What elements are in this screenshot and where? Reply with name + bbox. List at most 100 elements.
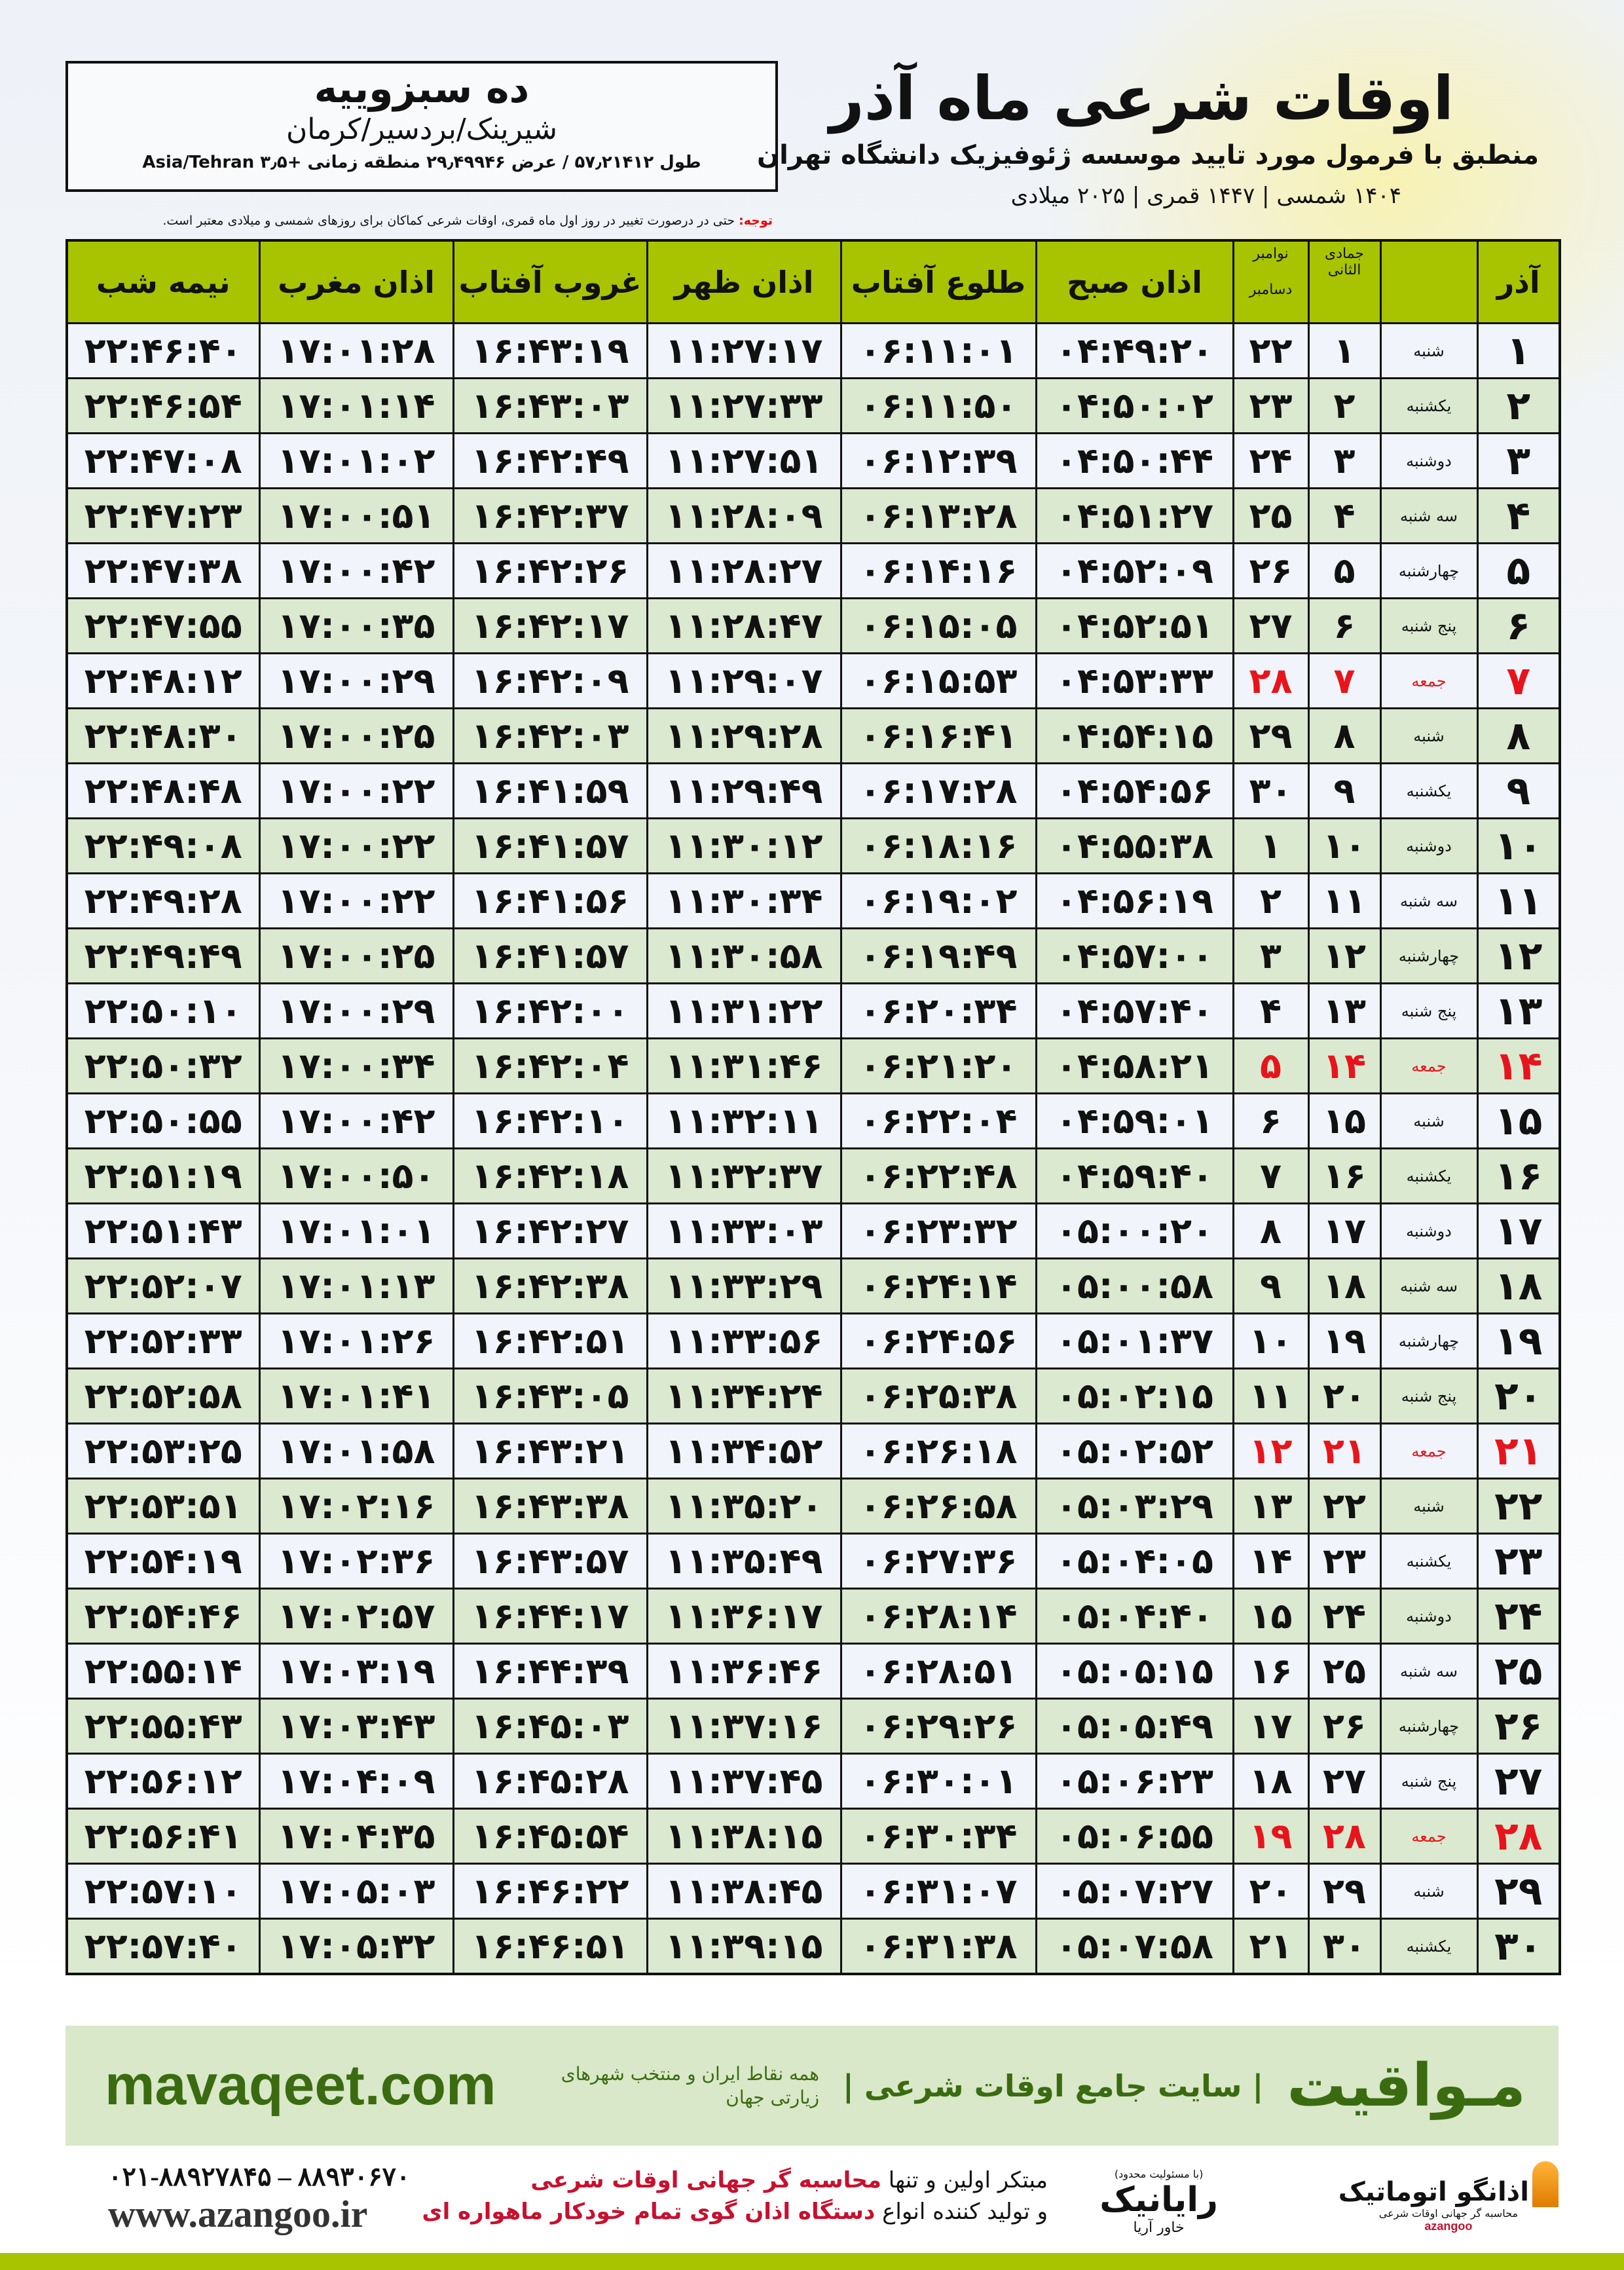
- table-row: ۲۲:۴۷:۳۸ ۱۷:۰۰:۴۲ ۱۶:۴۲:۲۶ ۱۱:۲۸:۲۷ ۰۶:۱۴:۱۶…: [65, 542, 1561, 599]
- cell-sunrise: ۰۶:۲۴:۵۶: [840, 1312, 1037, 1369]
- cell-greg: ۳۰: [1232, 762, 1310, 819]
- cell-sunset: ۱۶:۴۶:۵۱: [452, 1918, 648, 1975]
- table-header: نیمه شب اذان مغرب غروب آفتاب اذان ظهر طل…: [65, 239, 1561, 324]
- cell-fajr: ۰۴:۵۷:۴۰: [1035, 982, 1234, 1039]
- cell-midnight: ۲۲:۴۸:۴۸: [65, 762, 261, 819]
- cell-greg: ۱۱: [1232, 1368, 1310, 1424]
- cell-sunrise: ۰۶:۲۶:۱۸: [840, 1423, 1037, 1479]
- cell-sunset: ۱۶:۴۵:۰۳: [452, 1698, 648, 1755]
- cell-maghrib: ۱۷:۰۴:۰۹: [258, 1753, 454, 1810]
- cell-dhuhr: ۱۱:۳۱:۲۲: [646, 982, 842, 1039]
- cell-hijri: ۱۱: [1307, 872, 1382, 929]
- cell-dhuhr: ۱۱:۳۳:۰۳: [646, 1202, 842, 1259]
- cell-dhuhr: ۱۱:۲۹:۰۷: [646, 652, 842, 709]
- cell-midnight: ۲۲:۴۷:۲۳: [65, 487, 261, 544]
- logo2-sub: محاسبه گر جهانی اوقات شرعی: [1378, 2207, 1518, 2220]
- promo-line2-highlight: دستگاه اذان گوی تمام خودکار ماهواره ای: [422, 2199, 876, 2225]
- cell-sunrise: ۰۶:۲۷:۳۶: [840, 1533, 1037, 1590]
- cell-sunrise: ۰۶:۱۶:۴۱: [840, 707, 1037, 764]
- tagline-secondary: همه نقاط ایران و منتخب شهرهای زیارتی جها…: [561, 2062, 820, 2108]
- tagline-group: همه نقاط ایران و منتخب شهرهای زیارتی جها…: [523, 2051, 1526, 2120]
- cell-fajr: ۰۵:۰۰:۵۸: [1035, 1257, 1234, 1314]
- cell-greg: ۲: [1232, 872, 1310, 929]
- cell-midnight: ۲۲:۴۶:۴۰: [65, 322, 261, 379]
- cell-maghrib: ۱۷:۰۳:۱۹: [258, 1643, 454, 1700]
- cell-fajr: ۰۵:۰۴:۴۰: [1035, 1588, 1234, 1645]
- cell-sunset: ۱۶:۴۴:۳۹: [452, 1643, 648, 1700]
- cell-hijri: ۱۴: [1307, 1037, 1382, 1094]
- cell-weekday: یکشنبه: [1379, 377, 1479, 434]
- bottom-bar: [0, 2253, 1624, 2270]
- cell-hijri: ۲۱: [1307, 1423, 1382, 1479]
- cell-maghrib: ۱۷:۰۲:۵۷: [258, 1588, 454, 1645]
- cell-weekday: پنج شنبه: [1379, 1368, 1479, 1424]
- cell-day: ۳۰: [1476, 1918, 1561, 1975]
- cell-greg: ۱۸: [1232, 1753, 1310, 1810]
- cell-weekday: دوشنبه: [1379, 1202, 1479, 1259]
- cell-midnight: ۲۲:۵۳:۲۵: [65, 1423, 261, 1479]
- brand-logo: مـواقیت: [1287, 2051, 1526, 2120]
- cell-sunset: ۱۶:۴۱:۵۷: [452, 817, 648, 874]
- cell-greg: ۲۸: [1232, 652, 1310, 709]
- cell-greg: ۱: [1232, 817, 1310, 874]
- cell-maghrib: ۱۷:۰۰:۲۹: [258, 652, 454, 709]
- cell-weekday: چهارشنبه: [1379, 927, 1479, 984]
- cell-greg: ۲۳: [1232, 377, 1310, 434]
- col-midnight: نیمه شب: [65, 239, 261, 324]
- table-row: ۲۲:۵۱:۴۳ ۱۷:۰۱:۰۱ ۱۶:۴۲:۲۷ ۱۱:۳۳:۰۳ ۰۶:۲۳:۳۲…: [65, 1202, 1561, 1259]
- cell-fajr: ۰۴:۵۵:۳۸: [1035, 817, 1234, 874]
- cell-dhuhr: ۱۱:۳۴:۵۲: [646, 1423, 842, 1479]
- cell-dhuhr: ۱۱:۳۷:۱۶: [646, 1698, 842, 1755]
- cell-day: ۲۱: [1476, 1423, 1561, 1479]
- col-hijri: جمادی الثانی: [1307, 239, 1382, 324]
- cell-weekday: سه شنبه: [1379, 1643, 1479, 1700]
- cell-weekday: شنبه: [1379, 1092, 1479, 1149]
- table-row: ۲۲:۵۲:۵۸ ۱۷:۰۱:۴۱ ۱۶:۴۳:۰۵ ۱۱:۳۴:۲۴ ۰۶:۲۵:۳۸…: [65, 1368, 1561, 1424]
- table-row: ۲۲:۴۸:۱۲ ۱۷:۰۰:۲۹ ۱۶:۴۲:۰۹ ۱۱:۲۹:۰۷ ۰۶:۱۵:۵۳…: [65, 652, 1561, 709]
- cell-day: ۱۹: [1476, 1312, 1561, 1369]
- cell-maghrib: ۱۷:۰۰:۲۵: [258, 707, 454, 764]
- location-region: شیرینک/بردسیر/کرمان: [286, 113, 558, 146]
- cell-weekday: شنبه: [1379, 1478, 1479, 1535]
- cell-day: ۲۵: [1476, 1643, 1561, 1700]
- table-row: ۲۲:۴۸:۴۸ ۱۷:۰۰:۲۲ ۱۶:۴۱:۵۹ ۱۱:۲۹:۴۹ ۰۶:۱۷:۲۸…: [65, 762, 1561, 819]
- cell-midnight: ۲۲:۵۴:۴۶: [65, 1588, 261, 1645]
- cell-day: ۳: [1476, 432, 1561, 489]
- cell-weekday: جمعه: [1379, 652, 1479, 709]
- cell-fajr: ۰۵:۰۲:۵۲: [1035, 1423, 1234, 1479]
- cell-fajr: ۰۴:۵۰:۰۲: [1035, 377, 1234, 434]
- azangoo-link[interactable]: www.azangoo.ir: [108, 2193, 368, 2235]
- cell-fajr: ۰۵:۰۶:۲۳: [1035, 1753, 1234, 1810]
- cell-day: ۲۰: [1476, 1368, 1561, 1424]
- cell-fajr: ۰۵:۰۳:۲۹: [1035, 1478, 1234, 1535]
- cell-greg: ۵: [1232, 1037, 1310, 1094]
- cell-day: ۲۴: [1476, 1588, 1561, 1645]
- cell-fajr: ۰۵:۰۱:۳۷: [1035, 1312, 1234, 1369]
- page-title: اوقات شرعی ماه آذر: [829, 64, 1454, 134]
- cell-midnight: ۲۲:۴۸:۱۲: [65, 652, 261, 709]
- cell-midnight: ۲۲:۵۱:۴۳: [65, 1202, 261, 1259]
- cell-hijri: ۱: [1307, 322, 1382, 379]
- table-row: ۲۲:۴۶:۵۴ ۱۷:۰۱:۱۴ ۱۶:۴۳:۰۳ ۱۱:۲۷:۳۳ ۰۶:۱۱:۵۰…: [65, 377, 1561, 434]
- cell-maghrib: ۱۷:۰۱:۰۲: [258, 432, 454, 489]
- cell-sunrise: ۰۶:۱۸:۱۶: [840, 817, 1037, 874]
- promo-line1-highlight: محاسبه گر جهانی اوقات شرعی: [530, 2167, 881, 2193]
- cell-day: ۶: [1476, 597, 1561, 654]
- cell-greg: ۲۵: [1232, 487, 1310, 544]
- cell-weekday: پنج شنبه: [1379, 597, 1479, 654]
- cell-fajr: ۰۵:۰۵:۱۵: [1035, 1643, 1234, 1700]
- cell-greg: ۲۶: [1232, 542, 1310, 599]
- cell-maghrib: ۱۷:۰۴:۳۵: [258, 1808, 454, 1865]
- cell-midnight: ۲۲:۵۷:۱۰: [65, 1863, 261, 1920]
- cell-greg: ۱۴: [1232, 1533, 1310, 1590]
- cell-maghrib: ۱۷:۰۵:۳۲: [258, 1918, 454, 1975]
- site-link[interactable]: mavaqeet.com: [105, 2054, 496, 2117]
- cell-dhuhr: ۱۱:۳۴:۲۴: [646, 1368, 842, 1424]
- location-name: ده سبزوییه: [314, 66, 530, 112]
- tagline: | سایت جامع اوقات شرعی |: [843, 2068, 1264, 2104]
- cell-sunset: ۱۶:۴۲:۲۷: [452, 1202, 648, 1259]
- cell-greg: ۲۷: [1232, 597, 1310, 654]
- cell-hijri: ۵: [1307, 542, 1382, 599]
- cell-maghrib: ۱۷:۰۰:۲۵: [258, 927, 454, 984]
- cell-weekday: یکشنبه: [1379, 1147, 1479, 1204]
